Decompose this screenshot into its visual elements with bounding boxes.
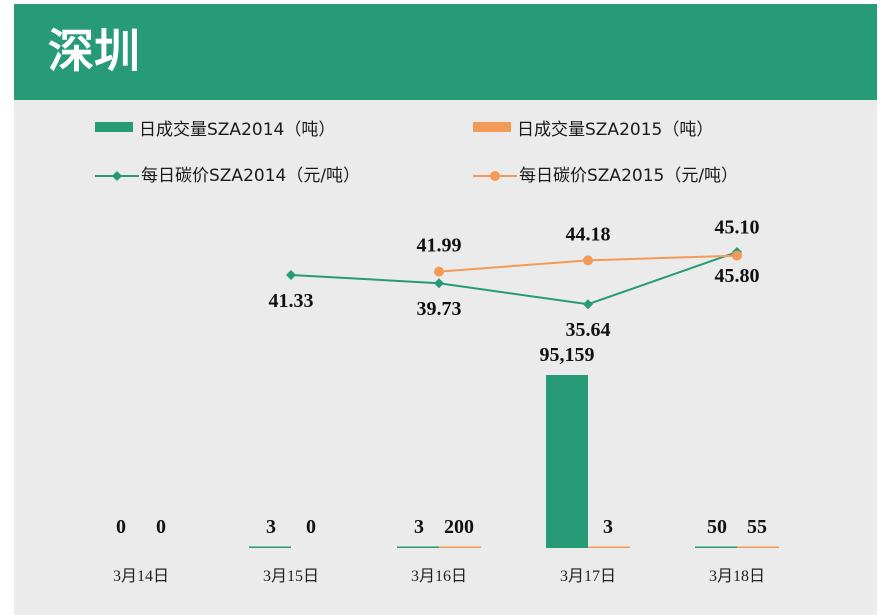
chart-card: 深圳 bbox=[14, 4, 877, 615]
bar-label-2015-3: 3 bbox=[603, 516, 613, 538]
legend-swatch-price-2014 bbox=[95, 167, 139, 181]
price-point-2014-1 bbox=[286, 270, 296, 280]
price-label-2014-1: 41.33 bbox=[269, 290, 314, 312]
legend-label-volume-2015: 日成交量SZA2015（吨） bbox=[517, 119, 714, 140]
bar-2014-4 bbox=[695, 546, 737, 548]
bar-2014-1 bbox=[249, 546, 291, 548]
circle-marker-icon bbox=[473, 171, 517, 181]
bar-label-2014-3: 95,159 bbox=[540, 344, 595, 366]
price-point-2015-3 bbox=[583, 255, 593, 266]
bar-2014-3 bbox=[546, 375, 588, 548]
bar-label-2014-0: 0 bbox=[116, 516, 126, 538]
bar-label-2014-2: 3 bbox=[414, 516, 424, 538]
legend-item-price-2014: 每日碳价SZA2014（元/吨） bbox=[95, 162, 361, 186]
diamond-marker-icon bbox=[95, 171, 139, 181]
x-tick-label-1: 3月15日 bbox=[263, 568, 319, 585]
x-tick-label-0: 3月14日 bbox=[113, 568, 169, 585]
bar-2015-4 bbox=[737, 546, 779, 548]
price-label-2015-3: 44.18 bbox=[566, 223, 611, 245]
price-point-2015-2 bbox=[434, 266, 444, 277]
legend-item-volume-2014: 日成交量SZA2014（吨） bbox=[95, 116, 336, 140]
header-banner: 深圳 bbox=[14, 4, 877, 100]
legend-label-volume-2014: 日成交量SZA2014（吨） bbox=[139, 119, 336, 140]
price-point-2014-3 bbox=[583, 299, 593, 310]
bar-2015-3 bbox=[588, 546, 630, 548]
price-label-2014-4: 45.80 bbox=[715, 265, 760, 287]
bar-2015-2 bbox=[439, 546, 481, 548]
bar-label-2015-4: 55 bbox=[747, 516, 767, 538]
bar-label-2015-1: 0 bbox=[306, 516, 316, 538]
legend-item-price-2015: 每日碳价SZA2015（元/吨） bbox=[473, 162, 739, 186]
legend-swatch-volume-2014 bbox=[95, 122, 133, 132]
x-tick-label-3: 3月17日 bbox=[560, 568, 616, 585]
legend-swatch-price-2015 bbox=[473, 167, 517, 181]
price-label-2014-3: 35.64 bbox=[566, 319, 611, 341]
price-line-2014 bbox=[290, 251, 738, 306]
bar-label-2014-4: 50 bbox=[707, 516, 727, 538]
price-label-2014-2: 39.73 bbox=[417, 298, 462, 320]
price-point-2014-2 bbox=[434, 278, 444, 289]
legend-label-price-2015: 每日碳价SZA2015（元/吨） bbox=[519, 165, 739, 186]
price-label-2015-2: 41.99 bbox=[417, 235, 462, 257]
bar-2014-2 bbox=[397, 546, 439, 548]
x-tick-label-2: 3月16日 bbox=[411, 568, 467, 585]
bar-label-2015-0: 0 bbox=[156, 516, 166, 538]
bar-label-2014-1: 3 bbox=[266, 516, 276, 538]
price-label-2015-4: 45.10 bbox=[715, 217, 760, 239]
bar-label-2015-2: 200 bbox=[444, 516, 474, 538]
legend-item-volume-2015: 日成交量SZA2015（吨） bbox=[473, 116, 714, 140]
page-title: 深圳 bbox=[48, 24, 140, 78]
x-tick-label-4: 3月18日 bbox=[709, 568, 765, 585]
legend-swatch-volume-2015 bbox=[473, 122, 511, 132]
price-point-2015-4 bbox=[732, 250, 742, 261]
legend-label-price-2014: 每日碳价SZA2014（元/吨） bbox=[141, 165, 361, 186]
